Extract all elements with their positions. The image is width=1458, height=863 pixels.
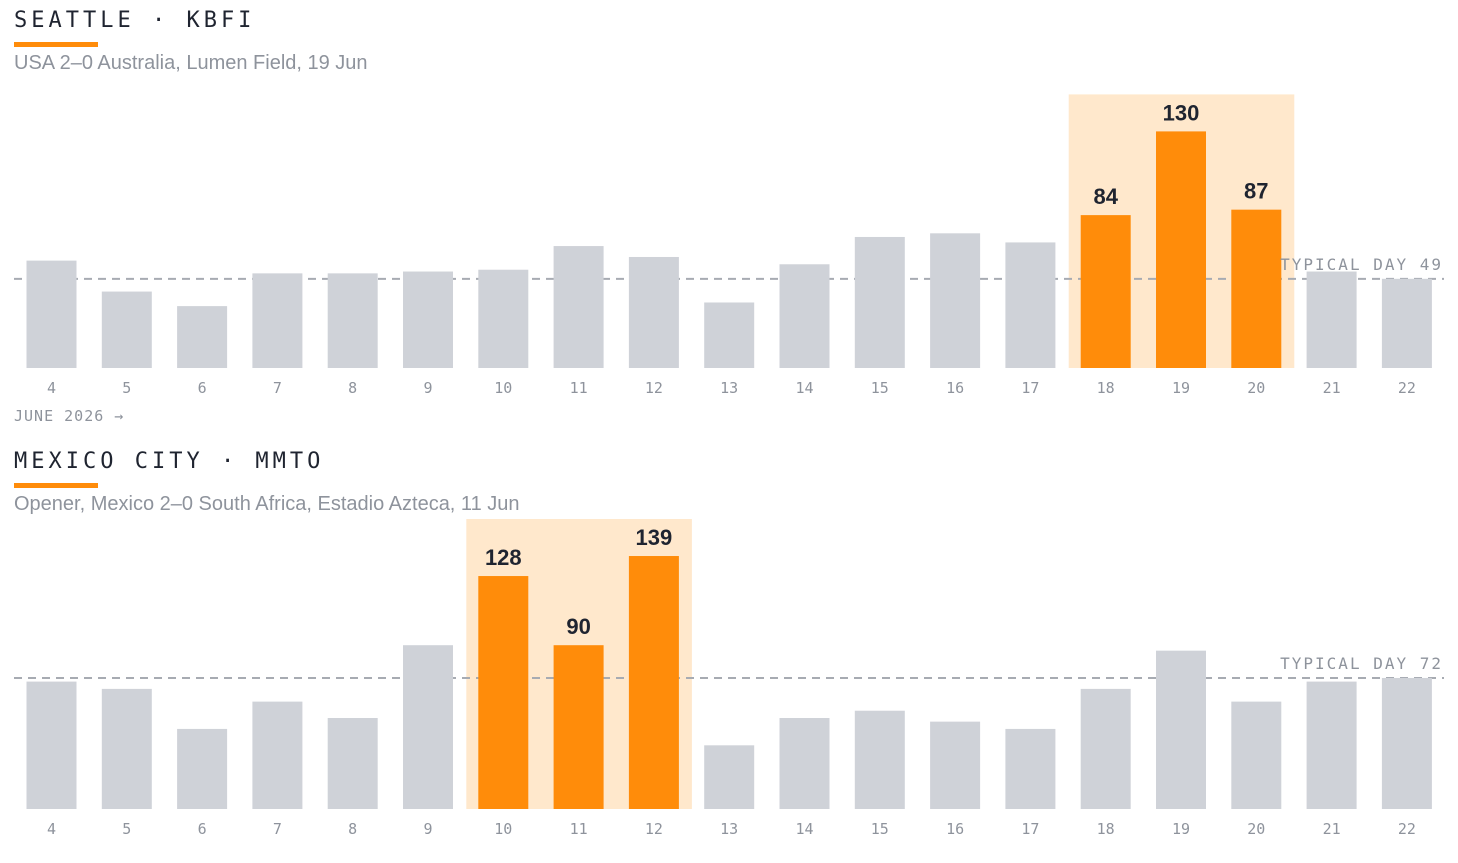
title-underline bbox=[14, 483, 98, 488]
bar bbox=[1080, 688, 1131, 809]
x-tick-label: 21 bbox=[1323, 379, 1341, 397]
x-tick-label: 21 bbox=[1323, 820, 1341, 838]
reference-label: TYPICAL DAY 49 bbox=[1280, 255, 1443, 274]
x-tick-label: 10 bbox=[494, 379, 512, 397]
data-label: 139 bbox=[636, 525, 673, 550]
bar bbox=[403, 271, 453, 368]
panel-subtitle: Opener, Mexico 2–0 South Africa, Estadio… bbox=[14, 493, 520, 515]
x-tick-label: 16 bbox=[946, 379, 964, 397]
x-tick-label: 7 bbox=[273, 379, 282, 397]
x-tick-label: 7 bbox=[273, 820, 282, 838]
x-tick-label: 5 bbox=[122, 379, 131, 397]
x-tick-label: 16 bbox=[946, 820, 964, 838]
x-tick-label: 10 bbox=[494, 820, 512, 838]
bar bbox=[177, 728, 228, 809]
bar bbox=[1005, 728, 1056, 809]
x-tick-label: 20 bbox=[1247, 379, 1265, 397]
x-tick-label: 20 bbox=[1247, 820, 1265, 838]
bar bbox=[704, 745, 755, 809]
x-tick-label: 17 bbox=[1021, 379, 1039, 397]
bar bbox=[1005, 242, 1056, 368]
bar bbox=[403, 645, 453, 809]
x-tick-label: 18 bbox=[1097, 379, 1115, 397]
bar bbox=[327, 718, 378, 809]
x-tick-label: 12 bbox=[645, 379, 663, 397]
bar bbox=[101, 688, 152, 809]
x-tick-label: 15 bbox=[871, 379, 889, 397]
highlight-bar bbox=[1231, 209, 1282, 368]
bar bbox=[779, 718, 830, 809]
title-underline bbox=[14, 42, 98, 47]
bar bbox=[327, 273, 378, 368]
x-tick-label: 22 bbox=[1398, 820, 1416, 838]
x-tick-label: 14 bbox=[795, 820, 813, 838]
bar bbox=[1381, 278, 1432, 368]
data-label: 87 bbox=[1244, 179, 1268, 204]
x-tick-label: 8 bbox=[348, 379, 357, 397]
highlight-bar bbox=[628, 556, 679, 809]
x-tick-label: 12 bbox=[645, 820, 663, 838]
bar bbox=[930, 233, 981, 368]
x-tick-label: 13 bbox=[720, 820, 738, 838]
x-tick-label: 14 bbox=[795, 379, 813, 397]
data-label: 130 bbox=[1163, 100, 1200, 125]
bar bbox=[478, 269, 529, 368]
reference-label: TYPICAL DAY 72 bbox=[1280, 654, 1443, 673]
x-tick-label: 4 bbox=[47, 820, 56, 838]
bar bbox=[1231, 701, 1282, 809]
bar bbox=[1156, 650, 1206, 809]
x-tick-label: 4 bbox=[47, 379, 56, 397]
x-tick-label: 8 bbox=[348, 820, 357, 838]
bar-chart-seattle: 4 5 6 7 8 9 10 11 12 13 14 15 16 17 18 84 19 130 20 87 21 22 T… bbox=[14, 94, 1444, 397]
x-tick-label: 9 bbox=[423, 379, 432, 397]
bar bbox=[252, 701, 303, 809]
x-tick-label: 9 bbox=[423, 820, 432, 838]
highlight-bar bbox=[1080, 215, 1131, 368]
bar bbox=[26, 681, 77, 809]
bar bbox=[704, 302, 755, 368]
bar-chart-mexico-city: 4 5 6 7 8 9 10 128 11 90 12 139 13 14 15 16 17 18 19 20 21 22… bbox=[14, 519, 1444, 838]
highlight-bar bbox=[1156, 131, 1206, 368]
bar bbox=[252, 273, 303, 368]
bar bbox=[854, 710, 905, 809]
panel-title: SEATTLE · KBFI bbox=[14, 8, 256, 33]
data-label: 90 bbox=[566, 614, 590, 639]
x-tick-label: 18 bbox=[1097, 820, 1115, 838]
bar bbox=[1381, 677, 1432, 809]
bar bbox=[779, 264, 830, 368]
bar bbox=[26, 260, 77, 368]
x-tick-label: 11 bbox=[570, 379, 588, 397]
bar bbox=[930, 721, 981, 809]
highlight-bar bbox=[553, 645, 604, 809]
x-tick-label: 22 bbox=[1398, 379, 1416, 397]
panel-subtitle: USA 2–0 Australia, Lumen Field, 19 Jun bbox=[14, 52, 368, 74]
bar bbox=[177, 306, 228, 368]
x-tick-label: 13 bbox=[720, 379, 738, 397]
data-label: 128 bbox=[485, 545, 522, 570]
bar bbox=[1306, 681, 1357, 809]
x-tick-label: 6 bbox=[198, 379, 207, 397]
x-tick-label: 6 bbox=[198, 820, 207, 838]
x-tick-label: 15 bbox=[871, 820, 889, 838]
bar bbox=[1306, 271, 1357, 368]
bar bbox=[628, 256, 679, 368]
data-label: 84 bbox=[1093, 184, 1118, 209]
x-tick-label: 17 bbox=[1021, 820, 1039, 838]
bar bbox=[553, 246, 604, 368]
panel-title: MEXICO CITY · MMTO bbox=[14, 449, 325, 474]
x-tick-label: 19 bbox=[1172, 379, 1190, 397]
bar bbox=[854, 236, 905, 368]
bar bbox=[101, 291, 152, 368]
x-tick-label: 11 bbox=[570, 820, 588, 838]
x-tick-label: 19 bbox=[1172, 820, 1190, 838]
month-label: JUNE 2026 → bbox=[14, 407, 125, 425]
highlight-bar bbox=[478, 576, 529, 809]
x-tick-label: 5 bbox=[122, 820, 131, 838]
